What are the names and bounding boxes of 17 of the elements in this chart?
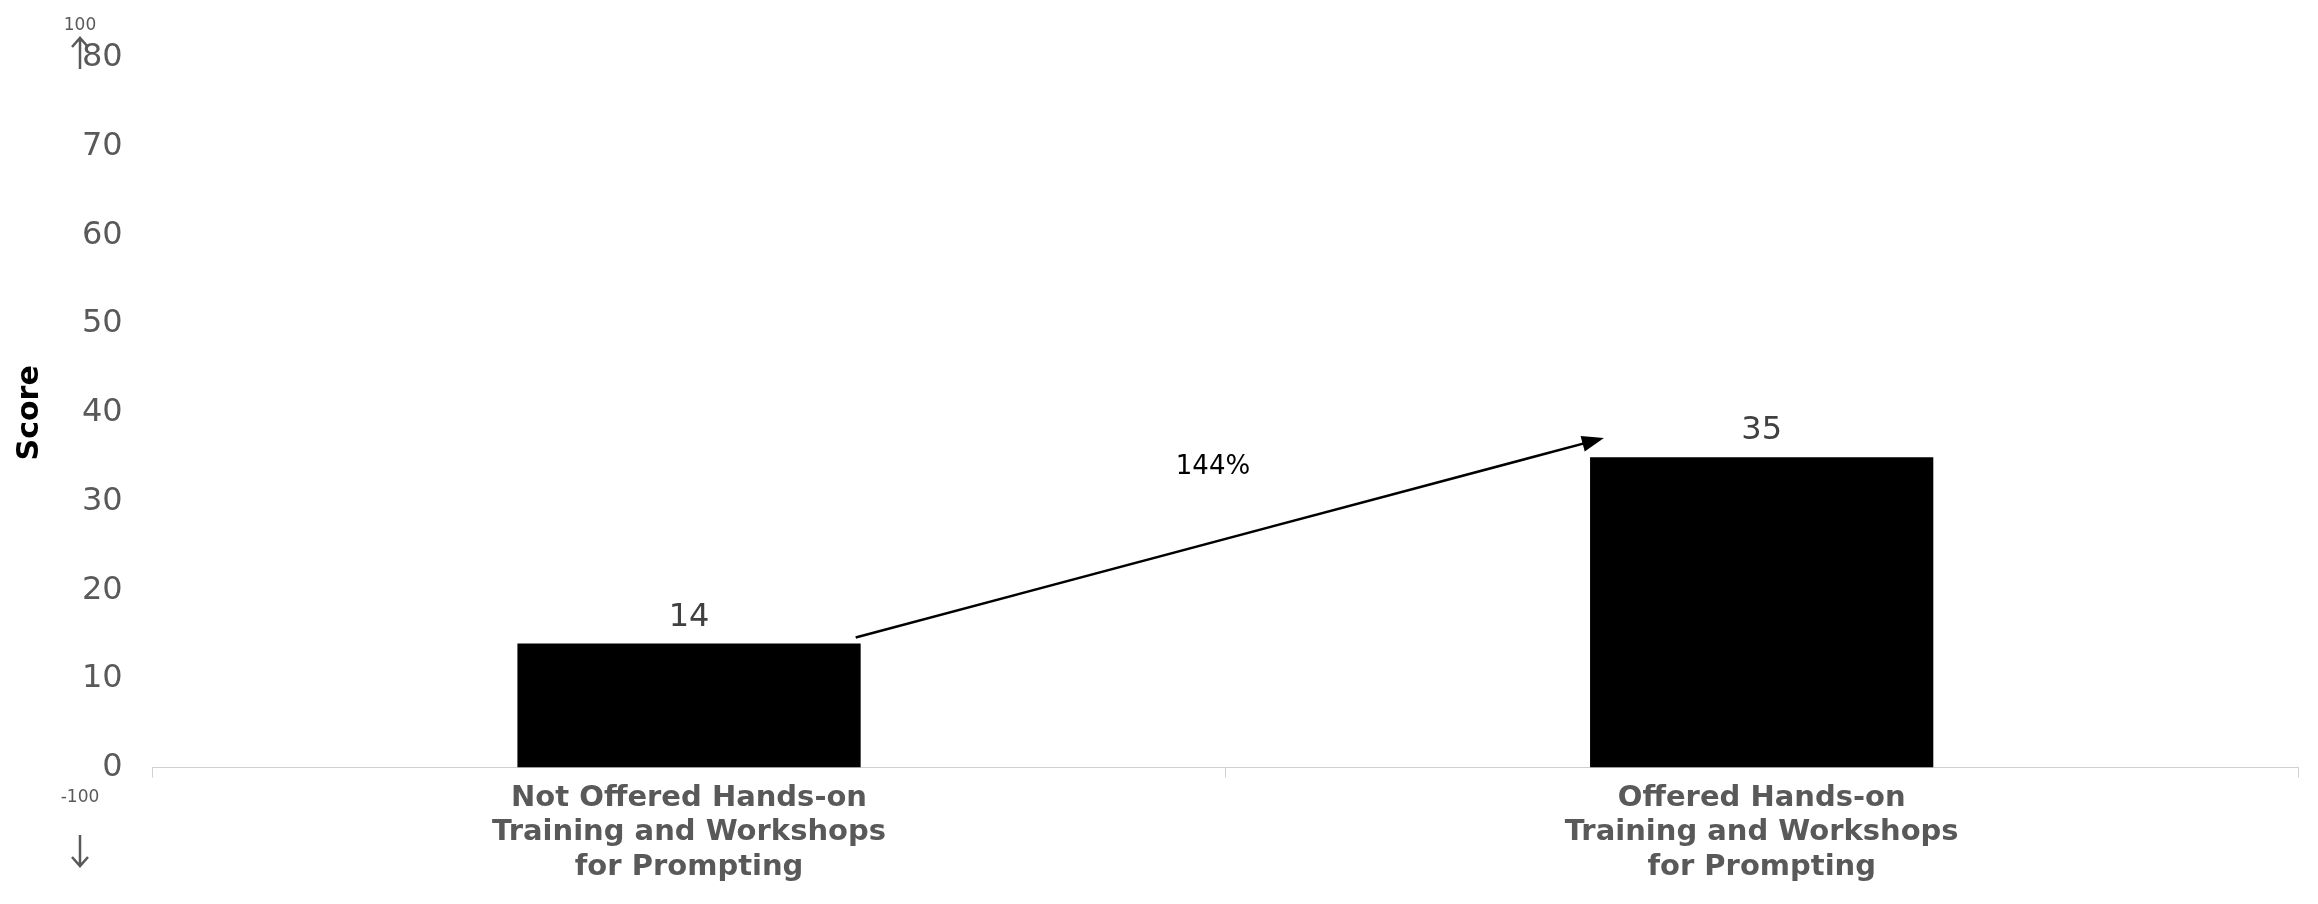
data-label: 35 [1741,409,1783,448]
y-tick-label: 70 [82,125,123,164]
text: 100 [63,14,97,34]
y-tick-label: 80 [82,36,123,75]
text: -100 [60,785,100,806]
y-tick-label: 20 [82,568,123,607]
annotation: 144% [1175,450,1251,481]
y-tick-label: 10 [82,657,123,696]
x-tick-label: Not Offered Hands-on Training and Workshops for Prompting [492,778,886,883]
y-tick-label: 30 [82,479,123,518]
y-tick-label: 0 [102,745,123,784]
data-label: 14 [668,595,710,634]
y-tick-label: 50 [82,302,123,341]
y-tick-label: 40 [82,391,123,430]
x-tick-label: Offered Hands-on Training and Workshops for Prompting [1564,778,1959,883]
y-axis-title: Score [9,365,45,461]
y-tick-label: 60 [82,213,123,252]
